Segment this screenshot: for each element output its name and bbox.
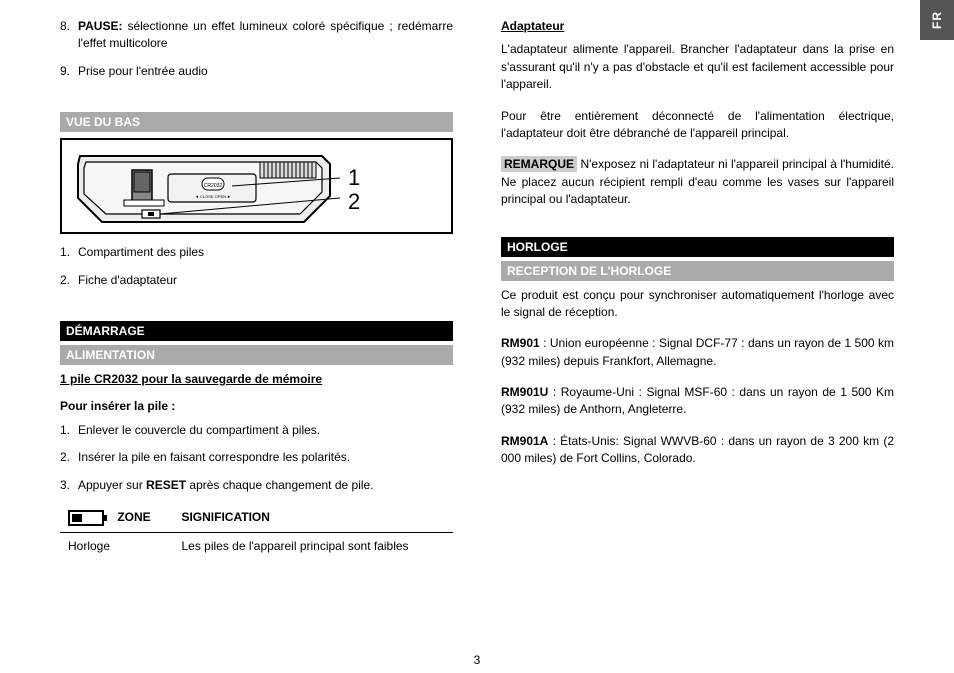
paragraph: Pour être entièrement déconnecté de l'al… — [501, 108, 894, 143]
heading-horloge: HORLOGE — [501, 237, 894, 257]
table-header-signification: SIGNIFICATION — [173, 504, 453, 533]
battery-requirement: 1 pile CR2032 pour la sauvegarde de mémo… — [60, 371, 453, 388]
list-text: Fiche d'adaptateur — [78, 273, 177, 287]
list-item: 1. Compartiment des piles — [78, 244, 453, 261]
heading-reception: RECEPTION DE L'HORLOGE — [501, 261, 894, 281]
model-label: RM901U — [501, 385, 548, 399]
table-header-zone: ZONE — [60, 504, 173, 533]
th-label: ZONE — [117, 510, 150, 524]
svg-text:CR2032: CR2032 — [204, 183, 223, 189]
cell-zone: Horloge — [60, 532, 173, 559]
list-8-9: 8. PAUSE: sélectionne un effet lumineux … — [60, 18, 453, 80]
device-illustration: CR2032 ◄ CLOSE OPEN ► — [72, 148, 342, 226]
list-bold: RESET — [146, 478, 186, 492]
list-item: 9. Prise pour l'entrée audio — [78, 63, 453, 80]
paragraph: Ce produit est conçu pour synchroniser a… — [501, 287, 894, 322]
table-row: Horloge Les piles de l'appareil principa… — [60, 532, 453, 559]
list-text: Compartiment des piles — [78, 245, 204, 259]
paragraph-remarque: REMARQUE N'exposez ni l'adaptateur ni l'… — [501, 156, 894, 208]
list-text: Prise pour l'entrée audio — [78, 64, 208, 78]
list-item: 1. Enlever le couvercle du compartiment … — [78, 422, 453, 439]
list-marker: 2. — [60, 449, 70, 466]
bottom-view-list: 1. Compartiment des piles 2. Fiche d'ada… — [60, 244, 453, 289]
list-text: Enlever le couvercle du compartiment à p… — [78, 423, 320, 437]
model-label: RM901A — [501, 434, 548, 448]
list-marker: 8. — [60, 18, 70, 35]
model-text: : Royaume-Uni : Signal MSF-60 : dans un … — [501, 385, 894, 416]
list-marker: 2. — [60, 272, 70, 289]
heading-adaptateur: Adaptateur — [501, 18, 894, 35]
list-marker: 1. — [60, 422, 70, 439]
list-text: Appuyer sur — [78, 478, 146, 492]
list-item: 8. PAUSE: sélectionne un effet lumineux … — [78, 18, 453, 53]
list-text: après chaque changement de pile. — [186, 478, 373, 492]
model-text: : Union européenne : Signal DCF-77 : dan… — [501, 336, 894, 367]
list-marker: 1. — [60, 244, 70, 261]
callout-2: 2 — [348, 190, 360, 214]
insert-battery-title: Pour insérer la pile : — [60, 399, 175, 413]
heading-alimentation: ALIMENTATION — [60, 345, 453, 365]
paragraph-rm901a: RM901A : États-Unis: Signal WWVB-60 : da… — [501, 433, 894, 468]
heading-demarrage: DÉMARRAGE — [60, 321, 453, 341]
list-marker: 3. — [60, 477, 70, 494]
list-bold: PAUSE: — [78, 19, 122, 33]
model-text: : États-Unis: Signal WWVB-60 : dans un r… — [501, 434, 894, 465]
battery-zone-table: ZONE SIGNIFICATION Horloge Les piles de … — [60, 504, 453, 559]
language-tab: FR — [920, 0, 954, 40]
cell-signification: Les piles de l'appareil principal sont f… — [173, 532, 453, 559]
heading-vue-du-bas: VUE DU BAS — [60, 112, 453, 132]
list-marker: 9. — [60, 63, 70, 80]
figure-callouts: 1 2 — [348, 166, 360, 214]
paragraph: L'adaptateur alimente l'appareil. Branch… — [501, 41, 894, 93]
page-columns: 8. PAUSE: sélectionne un effet lumineux … — [60, 18, 894, 559]
paragraph-rm901u: RM901U : Royaume-Uni : Signal MSF-60 : d… — [501, 384, 894, 419]
left-column: 8. PAUSE: sélectionne un effet lumineux … — [60, 18, 453, 559]
right-column: Adaptateur L'adaptateur alimente l'appar… — [501, 18, 894, 559]
language-tab-label: FR — [930, 11, 944, 29]
remarque-label: REMARQUE — [501, 156, 577, 172]
svg-text:◄ CLOSE OPEN ►: ◄ CLOSE OPEN ► — [195, 194, 231, 199]
list-text: sélectionne un effet lumineux coloré spé… — [78, 19, 453, 50]
insert-battery-steps: 1. Enlever le couvercle du compartiment … — [60, 422, 453, 494]
list-item: 2. Fiche d'adaptateur — [78, 272, 453, 289]
model-label: RM901 — [501, 336, 540, 350]
callout-1: 1 — [348, 166, 360, 190]
battery-low-icon — [68, 510, 104, 526]
list-item: 2. Insérer la pile en faisant correspond… — [78, 449, 453, 466]
list-text: Insérer la pile en faisant correspondre … — [78, 450, 350, 464]
list-item: 3. Appuyer sur RESET après chaque change… — [78, 477, 453, 494]
paragraph-rm901: RM901 : Union européenne : Signal DCF-77… — [501, 335, 894, 370]
device-bottom-figure: CR2032 ◄ CLOSE OPEN ► 1 2 — [60, 138, 453, 234]
page-number: 3 — [0, 653, 954, 667]
